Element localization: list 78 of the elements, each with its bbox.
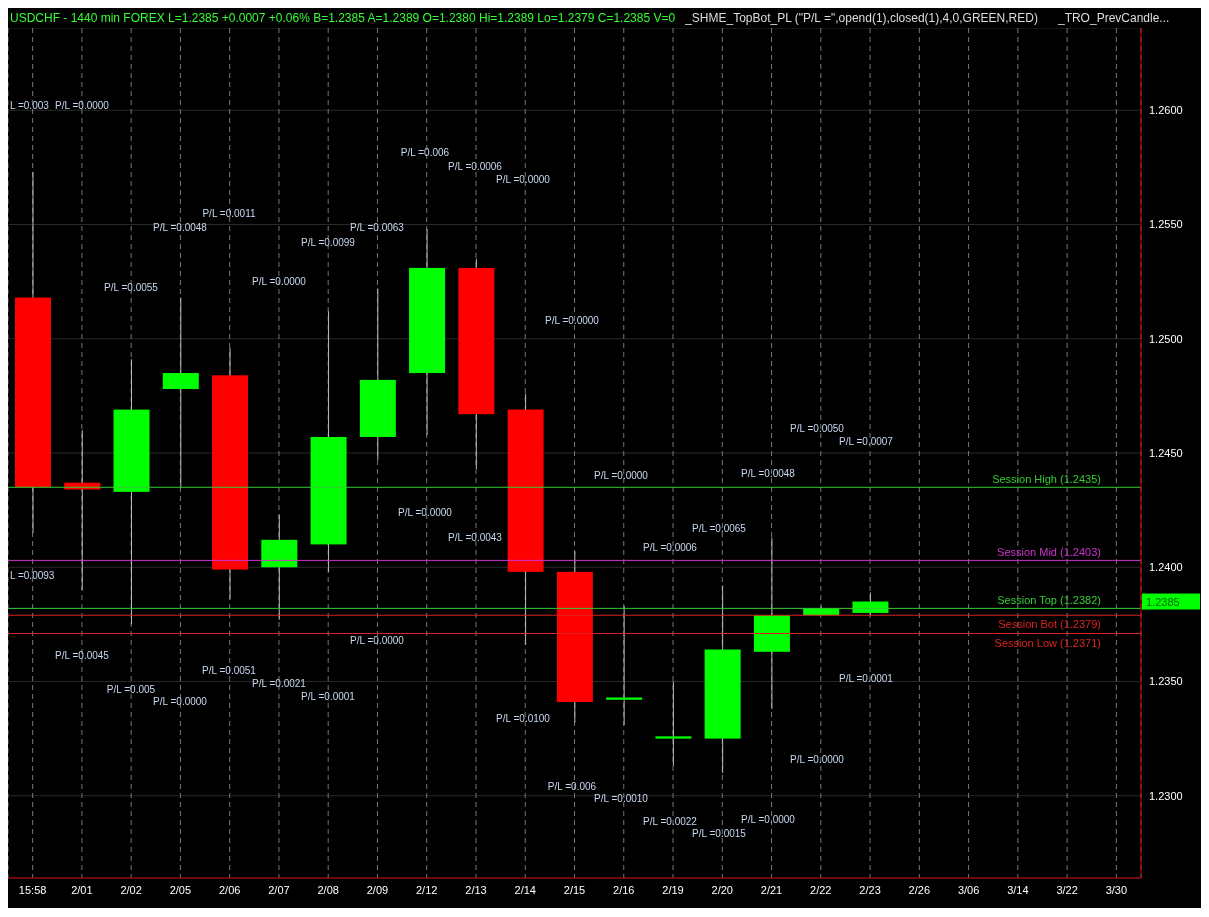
x-tick-label: 3/06 bbox=[957, 883, 980, 896]
x-tick-label: 2/07 bbox=[268, 883, 290, 896]
annotation: P/L =0.0000 bbox=[55, 99, 110, 111]
annotation: P/L =0.0021 bbox=[252, 677, 307, 689]
candlestick bbox=[655, 680, 692, 767]
annotation: P/L =0.0000 bbox=[252, 275, 307, 287]
x-tick-label: 3/14 bbox=[1007, 883, 1029, 896]
annotation: P/L =0.0050 bbox=[790, 422, 845, 434]
annotation: P/L =0.0006 bbox=[448, 160, 503, 172]
x-tick-label: 2/12 bbox=[416, 883, 438, 896]
annotation: P/L =0.006 bbox=[400, 146, 450, 158]
x-tick-label: 2/01 bbox=[71, 883, 93, 896]
annotation: P/L =0.0010 bbox=[594, 792, 649, 804]
annotation: P/L =0.0000 bbox=[398, 506, 453, 518]
annotation: P/L =0.0000 bbox=[790, 753, 845, 765]
chart-subtitle: _SHME_TopBot_PL ("P/L =",opend(1),closed(1),4,0,GREEN,RED) bbox=[685, 11, 1038, 25]
x-tick-label: 2/02 bbox=[120, 883, 142, 896]
annotation: P/L =0.0048 bbox=[741, 467, 796, 479]
chart-title: USDCHF - 1440 min FOREX L=1.2385 +0.0007 +0.06% B=1.2385 A=1.2389 O=1.2380 Hi=1.2389 Lo=1.2379 C=1.2385 V=0 bbox=[10, 11, 676, 25]
annotation: L =0.003 bbox=[10, 99, 50, 111]
x-tick-label: 15:58 bbox=[18, 883, 47, 896]
annotation: P/L =0.0022 bbox=[643, 815, 698, 827]
candlestick bbox=[606, 605, 643, 726]
annotation: P/L =0.0055 bbox=[104, 281, 159, 293]
annotation: P/L =0.0063 bbox=[350, 221, 405, 233]
annotation: P/L =0.0006 bbox=[643, 541, 698, 553]
ref-line-label: Session Bot (1.2379) bbox=[998, 618, 1101, 631]
y-tick-label: 1.2550 bbox=[1149, 218, 1183, 231]
annotation: P/L =0.0000 bbox=[153, 695, 208, 707]
x-tick-label: 2/16 bbox=[613, 883, 635, 896]
y-tick-label: 1.2450 bbox=[1149, 446, 1183, 459]
y-tick-label: 1.2400 bbox=[1149, 561, 1183, 574]
annotation: P/L =0.0001 bbox=[301, 690, 356, 702]
x-tick-label: 3/30 bbox=[1105, 883, 1128, 896]
x-tick-label: 2/09 bbox=[366, 883, 389, 896]
annotation: P/L =0.0001 bbox=[839, 672, 894, 684]
text: 1.2385 bbox=[1146, 595, 1180, 608]
candlestick bbox=[162, 297, 199, 488]
x-tick-label: 2/06 bbox=[218, 883, 241, 896]
ref-line-label: Session Low (1.2371) bbox=[994, 636, 1101, 649]
x-tick-label: 2/20 bbox=[711, 883, 733, 896]
annotation: P/L =0.0051 bbox=[202, 664, 257, 676]
x-tick-label: 2/21 bbox=[760, 883, 783, 896]
annotation: P/L =0.005 bbox=[106, 683, 156, 695]
x-tick-label: 2/23 bbox=[859, 883, 881, 896]
x-tick-label: 2/26 bbox=[908, 883, 931, 896]
x-tick-label: 2/13 bbox=[465, 883, 487, 896]
y-tick-label: 1.2350 bbox=[1149, 675, 1183, 688]
annotation: P/L =0.0000 bbox=[545, 314, 600, 326]
ref-line-label: Session Mid (1.2403) bbox=[997, 546, 1101, 559]
x-tick-label: 2/19 bbox=[662, 883, 684, 896]
ref-line-label: Session High (1.2435) bbox=[992, 473, 1101, 486]
annotation: P/L =0.0000 bbox=[350, 634, 405, 646]
annotation: P/L =0.0000 bbox=[496, 173, 551, 185]
annotation: P/L =0.0048 bbox=[153, 221, 208, 233]
x-tick-label: 2/15 bbox=[563, 883, 586, 896]
annotation: P/L =0.0100 bbox=[496, 712, 551, 724]
y-tick-label: 1.2300 bbox=[1149, 789, 1183, 802]
annotation: P/L =0.0043 bbox=[448, 531, 503, 543]
annotation: P/L =0.006 bbox=[547, 780, 597, 792]
x-tick-label: 2/05 bbox=[169, 883, 192, 896]
x-tick-label: 2/22 bbox=[810, 883, 832, 896]
y-tick-label: 1.2500 bbox=[1149, 332, 1183, 345]
annotation: L =0.0093 bbox=[10, 569, 55, 581]
x-tick-label: 2/14 bbox=[514, 883, 536, 896]
annotation: P/L =0.0065 bbox=[692, 522, 747, 534]
x-tick-label: 3/22 bbox=[1056, 883, 1078, 896]
annotation: P/L =0.0099 bbox=[301, 236, 356, 248]
annotation: P/L =0.0000 bbox=[594, 469, 649, 481]
x-tick-label: 2/08 bbox=[317, 883, 339, 896]
annotation: P/L =0.0011 bbox=[202, 207, 256, 219]
ref-line-label: Session Top (1.2382) bbox=[997, 594, 1101, 607]
annotation: P/L =0.0000 bbox=[741, 813, 796, 825]
text: _TRO_PrevCandle... bbox=[1057, 11, 1170, 25]
annotation: P/L =0.0045 bbox=[55, 649, 110, 661]
annotation: P/L =0.0007 bbox=[839, 435, 894, 447]
y-tick-label: 1.2600 bbox=[1149, 104, 1183, 117]
annotation: P/L =0.0015 bbox=[692, 827, 747, 839]
